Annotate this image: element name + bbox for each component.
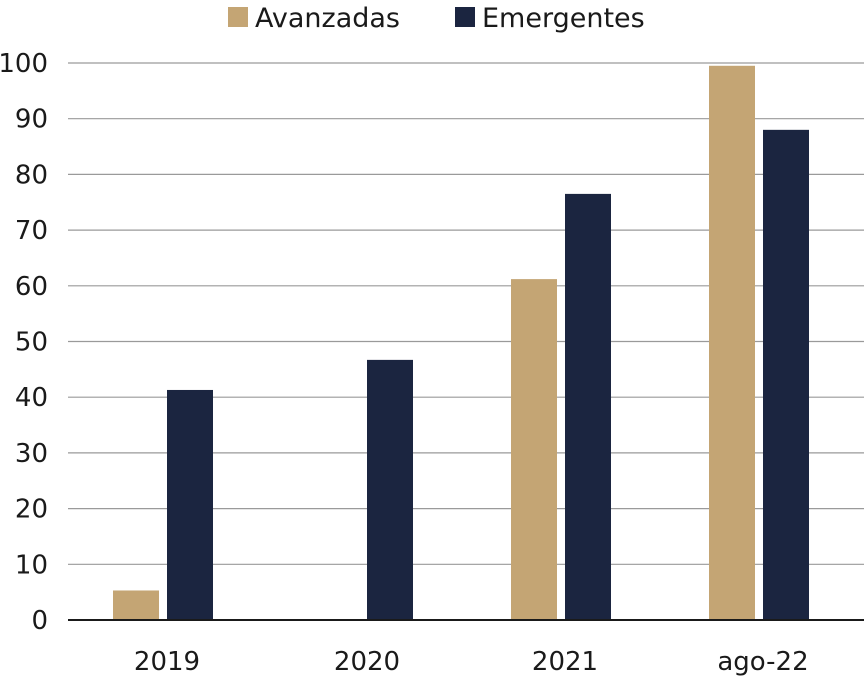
legend: Avanzadas Emergentes: [228, 3, 645, 34]
y-tick-label: 60: [15, 272, 48, 302]
bar-emergentes-2019: [167, 389, 213, 620]
legend-label-emergentes: Emergentes: [482, 3, 645, 34]
x-tick-label: 2020: [334, 647, 400, 677]
y-tick-label: 80: [15, 160, 48, 190]
legend-swatch-emergentes: [455, 7, 475, 27]
bar-emergentes-2020: [367, 359, 413, 620]
x-tick-label: 2019: [134, 647, 200, 677]
y-tick-label: 20: [15, 495, 48, 525]
bar-avanzadas-2019: [113, 590, 159, 620]
bar-avanzadas-ago-22: [709, 65, 755, 620]
y-tick-label: 70: [15, 216, 48, 246]
bars: [113, 65, 809, 620]
legend-label-avanzadas: Avanzadas: [255, 3, 400, 34]
y-tick-label: 40: [15, 383, 48, 413]
bar-emergentes-ago-22: [763, 129, 809, 620]
x-tick-label: ago-22: [717, 647, 808, 677]
x-tick-label: 2021: [532, 647, 598, 677]
y-tick-label: 50: [15, 328, 48, 358]
y-tick-label: 0: [31, 606, 48, 636]
y-tick-label: 30: [15, 439, 48, 469]
y-tick-label: 90: [15, 105, 48, 135]
y-axis-ticks: 0 10 20 30 40 50 60 70 80 90 100: [0, 49, 48, 636]
y-tick-label: 10: [15, 550, 48, 580]
bar-emergentes-2021: [565, 193, 611, 620]
y-tick-label: 100: [0, 49, 48, 79]
x-axis-ticks: 2019 2020 2021 ago-22: [134, 647, 809, 677]
legend-swatch-avanzadas: [228, 7, 248, 27]
bar-avanzadas-2021: [511, 279, 557, 620]
